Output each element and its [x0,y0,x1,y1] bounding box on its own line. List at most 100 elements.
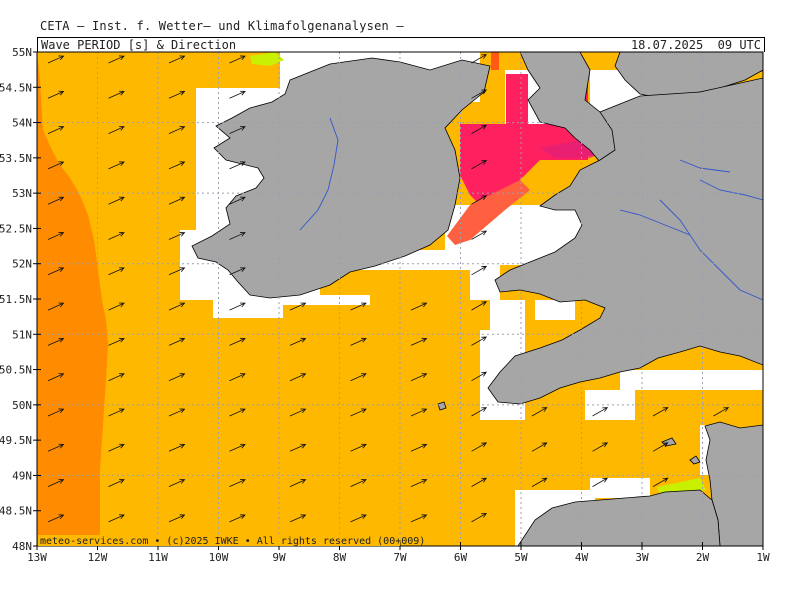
direction-arrow [108,373,125,382]
direction-arrow [652,477,669,487]
direction-arrow [289,479,307,487]
direction-arrow [531,477,548,487]
direction-arrow [47,267,65,276]
direction-arrow [471,124,488,134]
direction-arrow [168,302,186,311]
direction-arrow [168,267,186,276]
direction-arrow [47,408,65,417]
graticule [37,52,763,546]
direction-arrow [108,302,125,311]
provider-header: CETA — Inst. f. Wetter— und Klimafolgena… [40,19,404,33]
direction-arrow [652,442,669,452]
direction-arrow [47,55,65,64]
direction-arrow [289,373,307,382]
lat-label: 55N [12,46,32,59]
direction-arrow [652,407,669,417]
lat-label: 49N [12,469,32,482]
lat-label: 52.5N [0,222,32,235]
direction-arrow [168,408,186,417]
title-bar: Wave_PERIOD_[s]_&_Direction 18.07.2025 0… [37,37,765,52]
lat-label: 53.5N [0,152,32,165]
direction-arrow [229,443,246,452]
direction-arrow [350,302,367,311]
latitude-labels: 55N 54.5N 54N 53.5N 53N 52.5N 52N 51.5N 51N 50.5N… [0,46,32,553]
direction-arrow [350,479,367,487]
direction-arrow [168,161,186,170]
direction-arrow [289,514,307,523]
lat-label: 54.5N [0,81,32,94]
direction-arrow [289,443,307,452]
direction-arrow [471,230,488,240]
direction-arrow [410,337,428,346]
direction-arrow [592,477,609,487]
map-title: Wave_PERIOD_[s]_&_Direction [41,38,237,52]
direction-arrow [289,302,307,311]
direction-arrow [108,337,125,346]
direction-arrow [471,54,488,64]
short-period-patch-north [250,52,284,66]
direction-arrow [229,267,246,276]
channel-island-2 [689,455,701,465]
direction-arrow [108,126,125,134]
direction-arrow [47,126,65,134]
direction-arrow [168,479,186,487]
direction-arrow [410,443,428,452]
direction-arrow [168,196,186,205]
land-masses [191,52,763,546]
lat-label: 53N [12,187,32,200]
direction-arrow [108,479,125,487]
copyright-credit: meteo-services.com • (c)2025 IWKE • All … [40,536,425,547]
lat-label: 50.5N [0,364,32,377]
direction-arrow [350,514,367,523]
direction-arrow [108,232,125,240]
direction-arrow [168,126,186,134]
map-timestamp: 18.07.2025 09 UTC [630,38,761,52]
irish-sea-transition [447,180,530,245]
brittany-land [517,489,721,546]
direction-arrow [592,442,609,452]
direction-arrow [471,407,488,417]
direction-arrow [108,90,125,99]
lat-label: 51N [12,328,32,341]
lon-label: 13W [27,551,47,564]
direction-arrow [471,477,488,487]
direction-arrow [229,90,246,99]
direction-arrow [531,442,548,452]
direction-arrow [531,407,548,417]
direction-arrow [350,408,367,417]
direction-arrow [410,302,428,311]
lon-label: 8W [333,551,347,564]
direction-arrow [471,195,488,205]
lat-label: 50N [12,399,32,412]
direction-arrow [168,337,186,346]
direction-arrow [289,337,307,346]
direction-arrow [471,336,488,346]
lat-label: 48N [12,540,32,553]
direction-arrow [47,514,65,523]
direction-arrow [229,514,246,523]
scilly-isles [437,401,447,411]
top-corner-patch-left [491,52,499,70]
direction-arrow [229,55,246,64]
lon-label: 6W [454,551,468,564]
direction-arrow [410,408,428,417]
direction-arrow [471,512,488,523]
direction-arrow [713,407,730,417]
credit-background [38,535,400,546]
direction-arrow [108,55,125,64]
direction-arrow [229,126,246,134]
lat-label: 52N [12,258,32,271]
direction-arrow [471,89,488,99]
direction-arrow [47,337,65,346]
lon-label: 12W [88,551,108,564]
lat-label: 48.5N [0,505,32,518]
direction-arrow [410,514,428,523]
direction-arrow [229,302,246,311]
direction-arrow [168,514,186,523]
direction-arrow [168,443,186,452]
lon-label: 7W [393,551,407,564]
rivers [299,117,763,301]
direction-arrow [47,479,65,487]
direction-arrow [471,159,488,170]
